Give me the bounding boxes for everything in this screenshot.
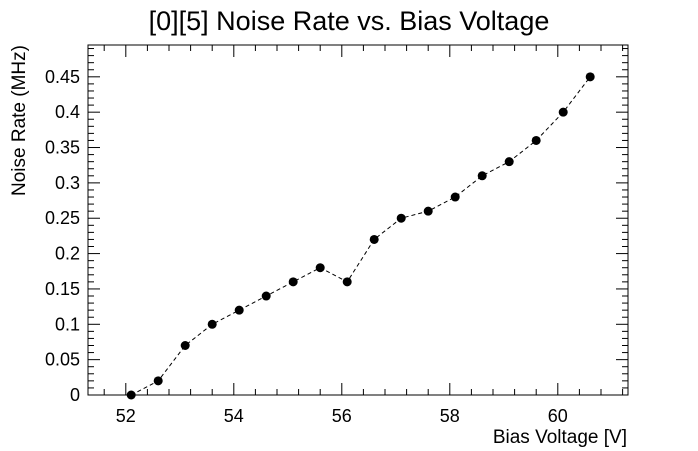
x-tick-label: 54 (224, 406, 244, 426)
data-point (207, 319, 217, 329)
data-point (261, 291, 271, 301)
data-point (180, 341, 190, 351)
y-tick-label: 0.2 (55, 244, 80, 264)
y-tick-label: 0.05 (45, 350, 80, 370)
x-axis-ticks (103, 45, 624, 395)
data-point (288, 277, 298, 287)
y-axis-label: Noise Rate (MHz) (9, 45, 30, 196)
y-tick-label: 0.45 (45, 67, 80, 87)
data-point (153, 376, 163, 386)
data-point (369, 234, 379, 244)
y-tick-label: 0.4 (55, 102, 80, 122)
y-axis-ticks (88, 48, 628, 396)
data-point (450, 192, 460, 202)
x-tick-label: 60 (548, 406, 568, 426)
x-axis-tick-labels: 52 54 56 58 60 (116, 406, 568, 426)
data-point (342, 277, 352, 287)
data-point (396, 213, 406, 223)
y-axis-tick-labels: 0 0.05 0.1 0.15 0.2 0.25 0.3 0.35 0.4 0.45 (45, 67, 80, 405)
data-point (585, 72, 595, 82)
data-point (315, 263, 325, 273)
data-point (531, 135, 541, 145)
data-point (477, 171, 487, 181)
y-tick-label: 0.3 (55, 173, 80, 193)
y-tick-label: 0.35 (45, 138, 80, 158)
x-tick-label: 56 (332, 406, 352, 426)
y-tick-label: 0.1 (55, 314, 80, 334)
data-point (558, 107, 568, 117)
data-point (504, 157, 514, 167)
y-tick-label: 0 (70, 385, 80, 405)
x-tick-label: 52 (116, 406, 136, 426)
data-point (234, 305, 244, 315)
plot-frame (87, 44, 629, 396)
data-point (126, 390, 136, 400)
chart-title: [0][5] Noise Rate vs. Bias Voltage (149, 6, 550, 36)
y-tick-label: 0.25 (45, 208, 80, 228)
series-line (130, 76, 591, 396)
y-tick-label: 0.15 (45, 279, 80, 299)
x-axis-label: Bias Voltage [V] (493, 427, 627, 448)
data-point (423, 206, 433, 216)
data-points (126, 72, 595, 400)
x-tick-label: 58 (440, 406, 460, 426)
